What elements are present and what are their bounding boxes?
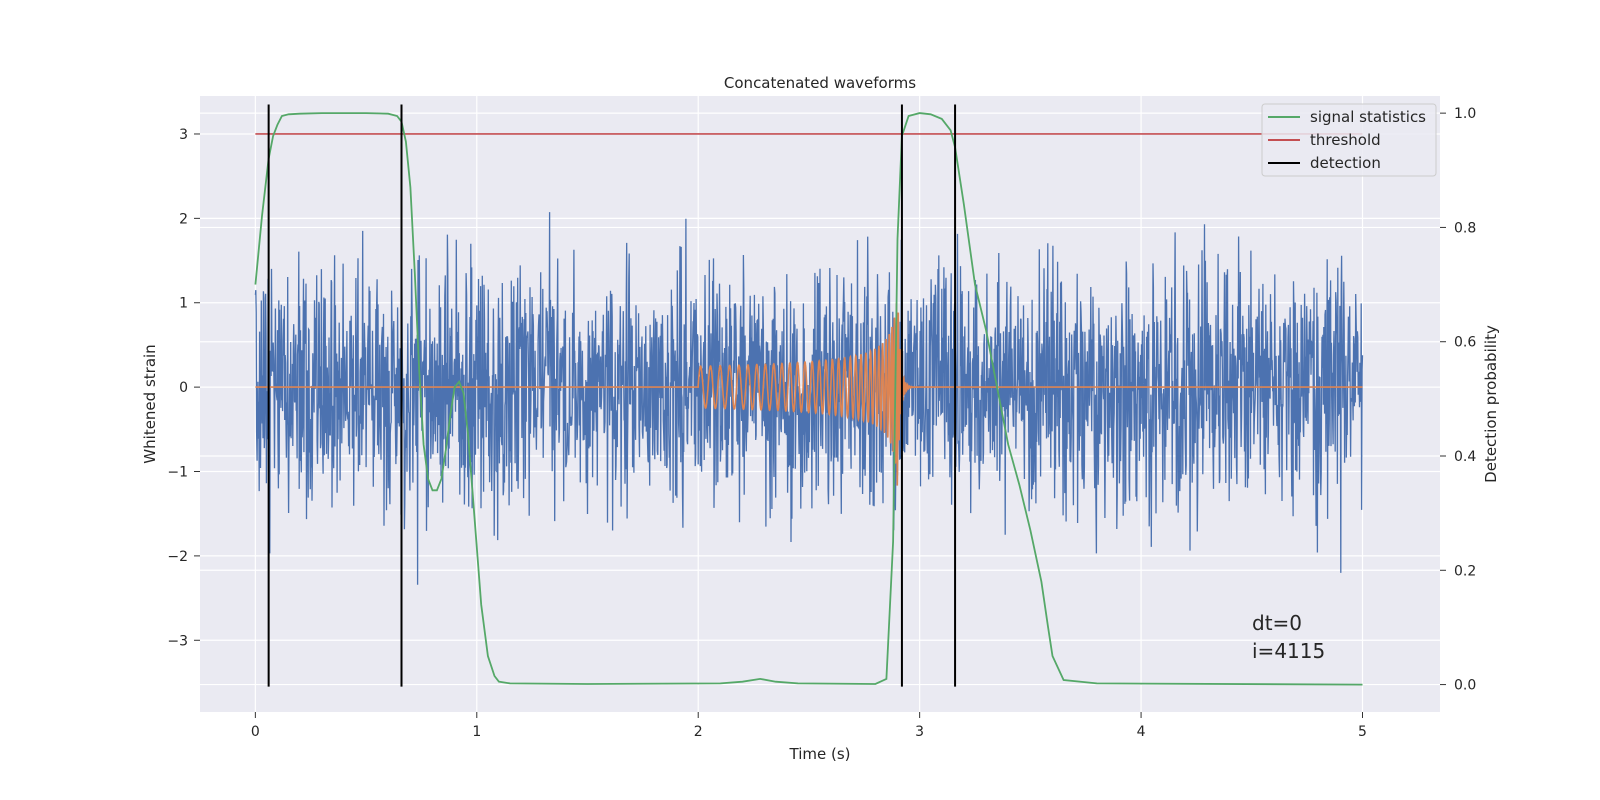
series-whitened-strain	[254, 212, 1364, 585]
y-tick-label: 0	[179, 380, 188, 396]
y2-tick-label: 0.0	[1454, 678, 1476, 694]
x-axis-label: Time (s)	[789, 745, 851, 763]
data-layer	[254, 104, 1364, 687]
series-signal-statistics	[254, 112, 1363, 686]
y2-tick-label: 0.4	[1454, 449, 1476, 465]
x-tick-label: 5	[1358, 724, 1367, 740]
y-tick-label: −1	[167, 465, 188, 481]
y-tick-label: −3	[167, 633, 188, 649]
legend-label-signal-statistics: signal statistics	[1310, 108, 1426, 126]
x-tick-label: 2	[694, 724, 703, 740]
x-tick-label: 4	[1137, 724, 1146, 740]
legend-box	[1261, 103, 1437, 177]
y2-tick-label: 0.2	[1454, 563, 1476, 579]
y-tick-label: 2	[179, 211, 188, 227]
legend-label-detection: detection	[1310, 154, 1381, 172]
y2-tick-label: 0.6	[1454, 335, 1476, 351]
annotation-dt: dt=0	[1252, 611, 1302, 635]
y-tick-label: 3	[179, 127, 188, 143]
y2-tick-label: 0.8	[1454, 220, 1476, 236]
x-tick-label: 0	[251, 724, 260, 740]
y2-axis-label: Detection probability	[1482, 325, 1500, 483]
legend-label-threshold: threshold	[1310, 131, 1381, 149]
series-injected-waveform	[255, 302, 1363, 486]
x-tick-label: 3	[915, 724, 924, 740]
y-tick-label: −2	[167, 549, 188, 565]
x-tick-label: 1	[472, 724, 481, 740]
legend: signal statistics threshold detection	[1261, 103, 1437, 177]
y-tick-label: 1	[179, 296, 188, 312]
chart-title: Concatenated waveforms	[724, 74, 916, 92]
axes: 0 1 2 3 4 5 −3 −2 −1 0 1 2 3 0.0 0.2 0.4 0.6 0.8 1.0	[167, 106, 1476, 740]
annotation-index: i=4115	[1252, 639, 1325, 663]
y-axis-label: Whitened strain	[141, 344, 159, 463]
y2-tick-label: 1.0	[1454, 106, 1476, 122]
